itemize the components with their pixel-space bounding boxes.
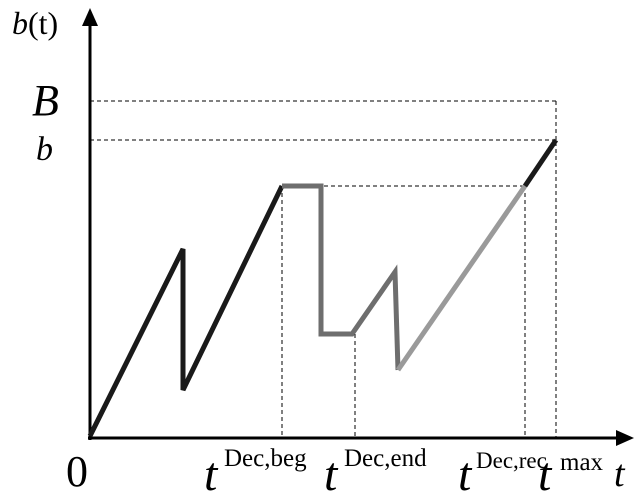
x-axis-arrow-icon <box>616 430 634 446</box>
curve-segment-recovery <box>395 184 528 372</box>
label-t-dec-rec-sup: Dec,rec <box>476 448 547 473</box>
curve-segment-dark-end <box>522 138 559 188</box>
axes <box>88 22 620 440</box>
y-axis-title: b(t) <box>12 5 58 41</box>
label-b: b <box>36 131 53 168</box>
curve-segment-decrease <box>282 183 401 371</box>
label-t-dec-rec-base: t <box>458 448 473 497</box>
label-t-dec-beg-base: t <box>204 448 219 497</box>
curve-segment-dark-start <box>87 184 285 438</box>
guide-lines <box>90 100 557 438</box>
label-t-dec-end-sup: Dec,end <box>344 445 427 472</box>
y-axis-arrow-icon <box>82 8 98 26</box>
label-t-max-sup: max <box>560 449 604 476</box>
x-axis-title: t <box>614 453 626 495</box>
label-t-max-base: t <box>538 448 553 497</box>
origin-label: 0 <box>66 447 88 496</box>
label-B: B <box>32 76 59 125</box>
label-t-dec-end-base: t <box>324 448 339 497</box>
label-t-dec-beg-sup: Dec,beg <box>224 445 307 472</box>
